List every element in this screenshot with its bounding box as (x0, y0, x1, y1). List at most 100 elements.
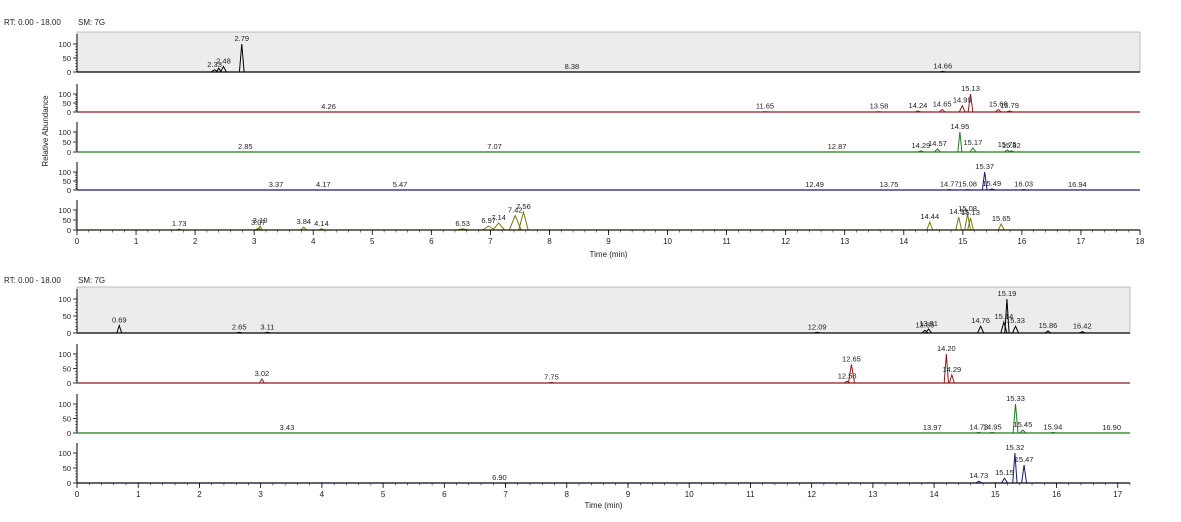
peak-14.76 (977, 324, 985, 334)
peak-label: 15.13 (961, 208, 980, 217)
x-tick-label: 6 (442, 490, 447, 499)
peak-label: 15.15 (995, 468, 1014, 477)
y-tick-label: 50 (63, 415, 71, 424)
y-tick-label: 50 (63, 216, 71, 225)
x-tick-label: 15 (958, 237, 967, 246)
peak-15.6 (994, 108, 1002, 113)
peak-14.29 (948, 373, 955, 384)
peak-label: 13.75 (880, 180, 899, 189)
peak-label: 2.48 (216, 56, 231, 65)
peak-label: 14.57 (928, 139, 947, 148)
peak-label: 13.91 (919, 319, 938, 328)
peak-12.09 (813, 331, 821, 334)
peak-label: 15.33 (1006, 394, 1025, 403)
peak-label: 16.42 (1073, 322, 1092, 331)
peak-0.69 (116, 323, 123, 334)
peak-3.84 (300, 226, 308, 231)
peak-label: 14.66 (933, 61, 952, 70)
peak-15.14 (1000, 320, 1008, 334)
x-tick-label: 8 (565, 490, 570, 499)
y-tick-label: 100 (58, 206, 71, 215)
peak-15.17 (969, 147, 977, 153)
x-tick-label: 3 (252, 237, 257, 246)
peak-label: 15.13 (961, 84, 980, 93)
y-tick-label: 100 (58, 350, 71, 359)
peak-label: 15.75 (998, 140, 1017, 149)
x-tick-label: 2 (193, 237, 198, 246)
peak-14.24 (914, 110, 922, 113)
x-tick-label: 5 (370, 237, 375, 246)
peak-label: 16.90 (1102, 423, 1121, 432)
x-tick-label: 8 (547, 237, 552, 246)
peak-16.42 (1078, 331, 1086, 334)
peak-15.65 (997, 222, 1005, 231)
peak-14.73 (975, 431, 982, 434)
peak-label: 12.49 (805, 180, 824, 189)
trace-panel: 0 50 100 2.332.48 2.79 8.38 14.66 (58, 31, 1141, 77)
x-tick-label: 13 (868, 490, 877, 499)
peak-14.29 (917, 150, 925, 153)
x-tick-label: 16 (1017, 237, 1026, 246)
peak-3.02 (259, 377, 265, 384)
y-tick-label: 0 (67, 226, 71, 235)
y-axis-title: Relative Abundance (41, 95, 50, 167)
peak-label: 14.73 (969, 471, 988, 480)
peak-15.33 (1012, 403, 1019, 434)
peak-15.15 (1001, 477, 1008, 484)
peak-15.37 (981, 171, 988, 191)
x-tick-label: 6 (429, 237, 434, 246)
peak-label: 15.08 (958, 204, 977, 213)
y-tick-label: 50 (63, 464, 71, 473)
x-tick-label: 1 (136, 490, 141, 499)
peak-label: 15.32 (1006, 443, 1025, 452)
peak-13.85 (921, 329, 929, 334)
peak-14.99 (958, 104, 966, 113)
y-tick-label: 100 (58, 168, 71, 177)
peak-label: 1.73 (172, 219, 187, 228)
x-axis-title: Time (min) (585, 501, 623, 510)
peak-label: 3.11 (260, 322, 274, 331)
peak-label: 15.45 (1013, 420, 1032, 429)
y-tick-label: 100 (58, 40, 71, 49)
peak-label: 14.76 (971, 316, 990, 325)
peak-label: 4.14 (314, 219, 329, 228)
rt-range-label: RT: 0.00 - 18.00 (4, 18, 61, 27)
y-tick-label: 0 (67, 379, 71, 388)
peak-label: 14.95 (950, 122, 969, 131)
peak-label: 14.20 (937, 344, 956, 353)
x-tick-label: 2 (197, 490, 202, 499)
x-tick-label: 9 (626, 490, 631, 499)
peak-label: 14.73 (969, 422, 988, 431)
peak-7.56 (518, 210, 529, 231)
peak-label: 7.75 (544, 372, 559, 381)
peak-label: 6.90 (492, 473, 507, 482)
y-tick-label: 100 (58, 128, 71, 137)
peak-15.86 (1044, 330, 1052, 334)
chromatogram-1: RT: 0.00 - 18.00 SM: 7G0501002.332.482.79… (4, 18, 1145, 259)
peak-label: 15.37 (975, 162, 994, 171)
peak-15.33 (1011, 324, 1020, 334)
peak-label: 2.85 (238, 142, 253, 151)
peak-label: 7.56 (516, 202, 531, 211)
x-tick-label: 0 (75, 237, 80, 246)
peak-label: 15.17 (963, 138, 982, 147)
x-tick-label: 4 (320, 490, 325, 499)
peak-label: 4.26 (321, 102, 336, 111)
peak-label: 16.03 (1014, 180, 1033, 189)
peak-label: 15.82 (1002, 141, 1021, 150)
y-tick-label: 50 (63, 365, 71, 374)
x-tick-label: 9 (606, 237, 611, 246)
x-tick-label: 11 (746, 490, 755, 499)
peak-label: 13.97 (923, 423, 942, 432)
x-tick-label: 18 (1136, 237, 1145, 246)
peak-label: 15.60 (989, 99, 1008, 108)
peak-label: 3.02 (255, 369, 270, 378)
y-tick-label: 0 (67, 108, 71, 117)
peak-label: 15.86 (1039, 321, 1058, 330)
peak-label: 3.10 (253, 216, 268, 225)
peak-15.13 (967, 217, 974, 231)
